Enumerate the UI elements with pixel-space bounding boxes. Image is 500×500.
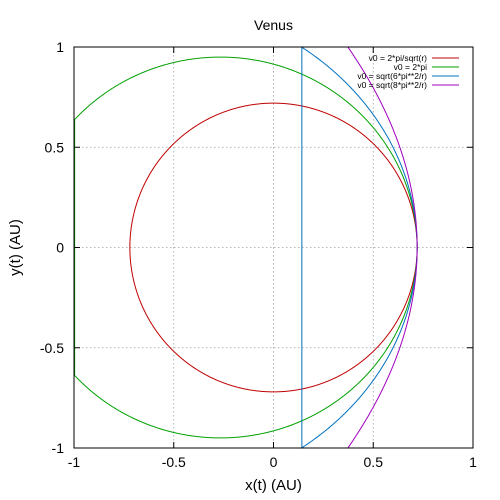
x-tick-label: 1: [469, 454, 477, 470]
x-tick-label: 0.5: [364, 454, 384, 470]
y-tick-label: 0.5: [45, 139, 65, 155]
y-tick-label: -0.5: [40, 340, 64, 356]
ticks: -1 -0.5 0 0.5 1 -1 -0.5 0 0.5 1: [40, 39, 477, 470]
legend-label-2: v0 = 2*pi: [394, 62, 427, 72]
grid: [74, 47, 473, 448]
y-tick-label: 0: [56, 240, 64, 256]
legend-label-1: v0 = 2*pi/sqrt(r): [369, 53, 428, 63]
orbit-curves: [74, 46, 418, 449]
x-tick-label: 0: [270, 454, 278, 470]
series-line-4: [347, 46, 418, 449]
y-axis-label: y(t) (AU): [7, 219, 24, 276]
x-tick-label: -1: [68, 454, 81, 470]
legend-label-3: v0 = sqrt(6*pi**2/r): [357, 71, 427, 81]
chart-title: Venus: [254, 17, 293, 33]
x-tick-label: -0.5: [162, 454, 186, 470]
x-axis-label: x(t) (AU): [245, 477, 302, 494]
legend-label-4: v0 = sqrt(8*pi**2/r): [357, 80, 427, 90]
y-tick-label: -1: [52, 440, 65, 456]
y-tick-label: 1: [56, 39, 64, 55]
